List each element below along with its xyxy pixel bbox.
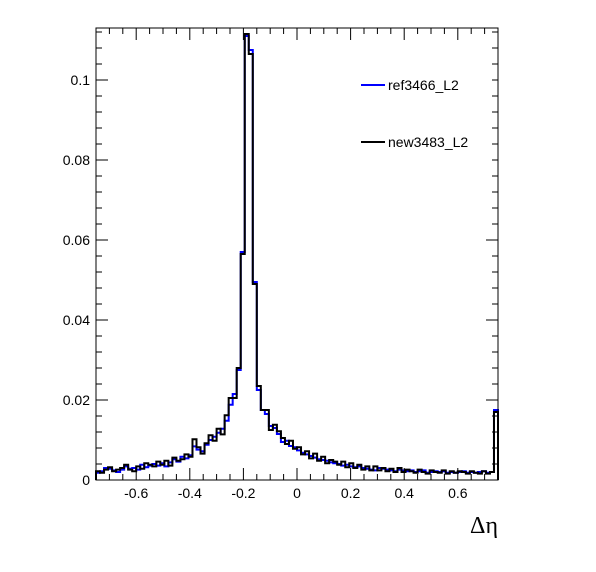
y-tick-label: 0.06: [63, 232, 90, 248]
x-axis-title: Δη: [470, 513, 498, 539]
legend: ref3466_L2 new3483_L2: [356, 62, 492, 164]
legend-label-ref: ref3466_L2: [388, 77, 459, 93]
x-tick-label: 0.4: [394, 485, 414, 501]
x-tick-label: 0.6: [448, 485, 468, 501]
x-tick-label: 0.2: [341, 485, 361, 501]
legend-label-new: new3483_L2: [388, 134, 468, 150]
x-tick-label: 0: [293, 485, 301, 501]
legend-box: [356, 62, 492, 164]
x-tick-label: -0.4: [178, 485, 202, 501]
x-tick-label: -0.6: [124, 485, 148, 501]
y-tick-label: 0.04: [63, 312, 90, 328]
y-tick-label: 0.02: [63, 392, 90, 408]
series-line-new: [95, 33, 499, 480]
series-layer: [95, 33, 499, 480]
x-tick-label: -0.2: [231, 485, 255, 501]
y-tick-label: 0: [82, 472, 90, 488]
y-tick-label: 0.08: [63, 152, 90, 168]
y-tick-label: 0.1: [71, 72, 91, 88]
axes-layer: -0.6 -0.4 -0.2 0 0.2 0.4 0.6 0 0.02 0.04 0.06 0.08 0…: [63, 28, 499, 501]
